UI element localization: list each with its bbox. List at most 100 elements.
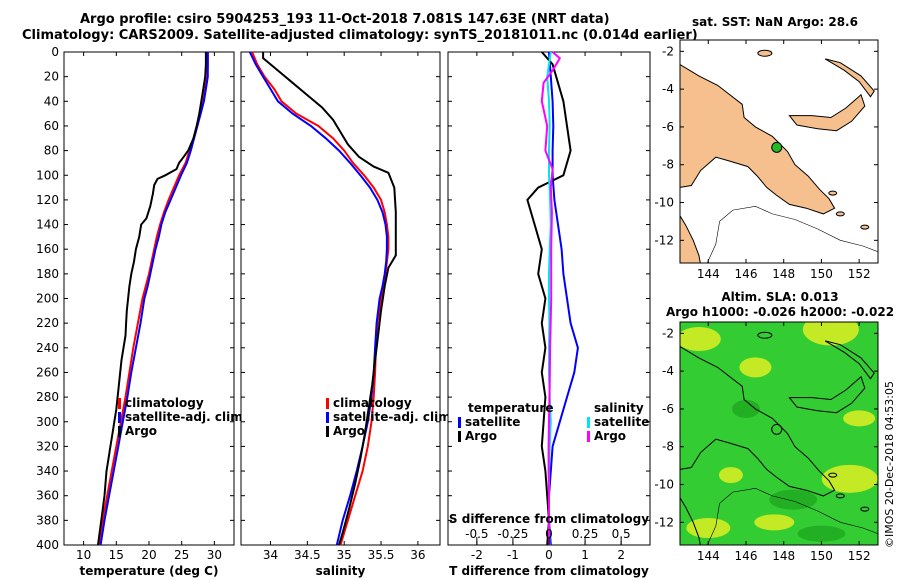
legend-swatch <box>326 398 329 409</box>
top-tick-label: -0.5 <box>465 527 488 541</box>
y-tick-label: 340 <box>36 464 59 478</box>
y-tick-label: 280 <box>36 390 59 404</box>
legend-header-salinity: salinity <box>594 401 644 415</box>
x-tick-label: 34 <box>263 548 278 562</box>
map-x-tick-label: 150 <box>810 267 833 281</box>
land-new-britain <box>788 375 866 414</box>
series-line-satellite <box>548 51 579 546</box>
series-line-climatology <box>251 51 390 546</box>
y-tick-label: 360 <box>36 489 59 503</box>
map-map_sla: -2 -4 -6 -8 -10 -12 144 146 148 150 152 <box>654 321 879 563</box>
sla-map-label-2: Argo h1000: -0.026 h2000: -0.022 <box>666 305 894 319</box>
land-island <box>835 493 845 499</box>
y-tick-label: 240 <box>36 341 59 355</box>
sla-low-patch <box>797 525 846 542</box>
y-tick-label: 140 <box>36 218 59 232</box>
legend-label: Argo <box>125 424 157 438</box>
y-tick-label: 300 <box>36 415 59 429</box>
sla-low-patch <box>732 399 760 418</box>
legend-label: satellite <box>594 415 649 429</box>
plot-frame <box>240 51 441 546</box>
series-line-argo <box>262 52 397 546</box>
panel-salinity: 34 34.5 35 35.5 36 salinity climatologysatelli… <box>240 51 455 578</box>
series-line-argo <box>97 52 207 546</box>
map-y-tick-label: -8 <box>662 158 674 172</box>
legend-swatch <box>326 412 329 423</box>
legend-swatch <box>458 431 461 442</box>
plot-frame <box>63 51 235 546</box>
title-line-2: Climatology: CARS2009. Satellite-adjuste… <box>22 28 698 43</box>
map-x-tick-label: 150 <box>810 549 833 563</box>
map-y-tick-label: -10 <box>654 196 674 210</box>
x-tick-label: 36 <box>410 548 425 562</box>
top-tick-label: 0.25 <box>572 527 599 541</box>
y-tick-label: 40 <box>44 94 59 108</box>
land-island <box>835 211 845 217</box>
sla-high-patch <box>754 514 795 531</box>
y-tick-label: 400 <box>36 538 59 552</box>
series-line-argo <box>526 51 572 546</box>
x-tick-label: 30 <box>207 548 222 562</box>
panel-temperature: 0 20 40 60 80 100 120 140 160 180 200 220 240 260 280 3… <box>36 45 247 578</box>
map-y-tick-label: -4 <box>662 82 674 96</box>
argo-marker <box>771 423 783 435</box>
map-y-tick-label: -4 <box>662 364 674 378</box>
map-y-tick-label: -6 <box>662 120 674 134</box>
map-content <box>680 322 878 545</box>
credit-label: ©IMOS 20-Dec-2018 04:53:05 <box>883 381 896 548</box>
map-x-tick-label: 144 <box>697 549 720 563</box>
legend-label: climatology <box>125 396 204 410</box>
x-tick-label: 25 <box>174 548 189 562</box>
y-tick-label: 0 <box>51 45 59 59</box>
x-tick-label: 0 <box>545 548 553 562</box>
y-tick-label: 180 <box>36 267 59 281</box>
map-content <box>680 40 878 263</box>
sla-high-patch <box>680 327 721 352</box>
x-axis-label: temperature (deg C) <box>80 564 219 578</box>
x-tick-label: 1 <box>581 548 589 562</box>
legend-label: satellite-adj. clim. <box>333 410 455 424</box>
map-frame <box>679 39 879 264</box>
x-tick-label: 10 <box>76 548 91 562</box>
sla-high-patch <box>718 467 743 484</box>
x-tick-label: 35.5 <box>368 548 395 562</box>
land-manus <box>757 331 773 339</box>
land-island <box>828 190 838 196</box>
legend-swatch <box>326 426 329 437</box>
top-tick-label: 0.5 <box>612 527 631 541</box>
y-tick-label: 60 <box>44 119 59 133</box>
land-new-guinea <box>680 64 836 215</box>
legend-swatch <box>587 417 590 428</box>
top-tick-label: 0 <box>545 527 553 541</box>
title-line-1: Argo profile: csiro 5904253_193 11-Oct-2… <box>80 12 610 27</box>
map-x-tick-label: 144 <box>697 267 720 281</box>
land-cape-york <box>680 214 701 263</box>
land-island <box>860 506 870 512</box>
x-tick-label: 20 <box>141 548 156 562</box>
x-tick-label: -2 <box>471 548 483 562</box>
x-tick-label: -1 <box>507 548 519 562</box>
x-axis-label: salinity <box>316 564 366 578</box>
map-x-tick-label: 148 <box>772 549 795 563</box>
sla-high-patch <box>821 464 878 493</box>
x-tick-label: 15 <box>109 548 124 562</box>
y-tick-label: 100 <box>36 168 59 182</box>
y-tick-label: 380 <box>36 513 59 527</box>
land-new-ireland <box>824 340 875 380</box>
sst-map-label: sat. SST: NaN Argo: 28.6 <box>692 15 858 29</box>
depth-contour <box>706 487 878 545</box>
map-y-tick-label: -8 <box>662 440 674 454</box>
y-tick-label: 200 <box>36 292 59 306</box>
map-x-tick-label: 146 <box>735 267 758 281</box>
legend-label: satellite <box>465 415 520 429</box>
map-y-tick-label: -6 <box>662 402 674 416</box>
sla-low-patch <box>769 489 818 510</box>
land-cape-york <box>680 496 701 545</box>
legend-label: Argo <box>333 424 365 438</box>
sla-high-patch <box>802 322 859 346</box>
y-tick-label: 160 <box>36 242 59 256</box>
y-tick-label: 260 <box>36 365 59 379</box>
legend-label: Argo <box>594 429 626 443</box>
series-line-satellite <box>99 52 209 546</box>
